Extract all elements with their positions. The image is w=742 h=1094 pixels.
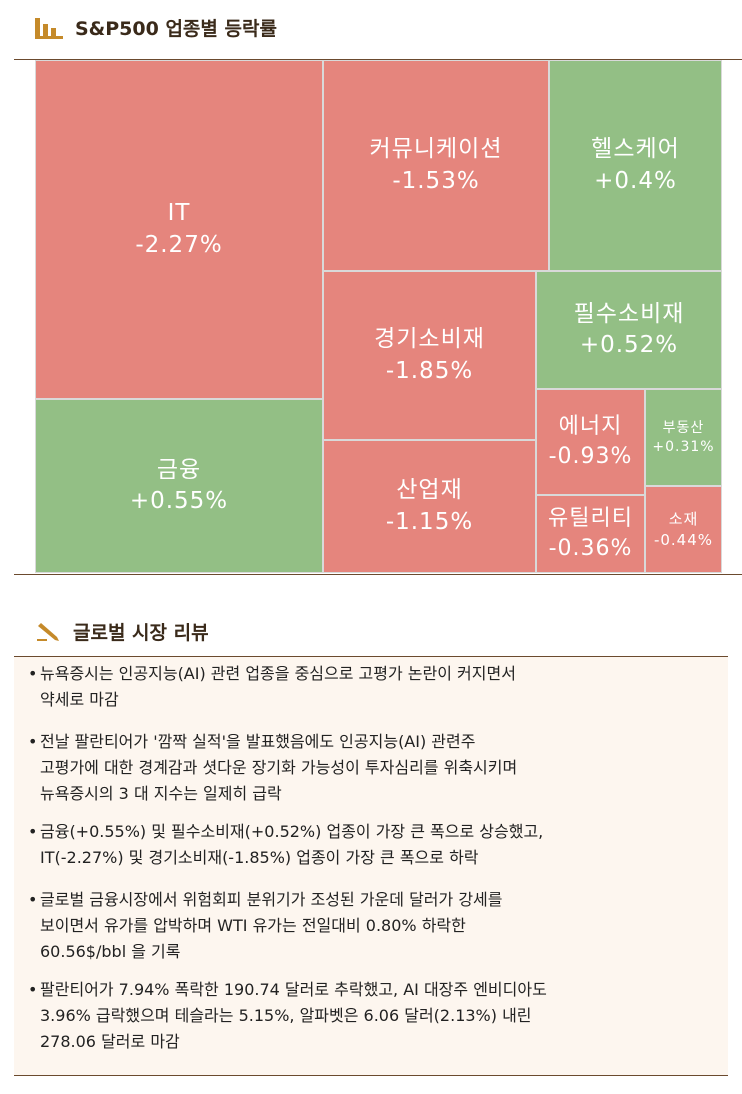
tile-label: 부동산 [662,419,705,436]
bullet-dot: • [28,732,38,751]
tile-value: +0.52% [579,332,679,358]
bullet-line: 뉴욕증시의 3 대 지수는 일제히 급락 [40,784,282,803]
tile: 헬스케어 +0.4% [549,60,722,271]
chart-title: S&P500 업종별 등락률 [75,18,277,40]
tile-value: +0.55% [129,488,229,514]
bullet-line: 보이면서 유가를 압박하며 WTI 유가는 전일대비 0.80% 하락한 [40,916,466,935]
bullet-line: 고평가에 대한 경계감과 셧다운 장기화 가능성이 투자심리를 위축시키며 [40,758,518,777]
tile-value: -0.36% [548,536,633,561]
review-title: 글로벌 시장 리뷰 [73,622,209,644]
tile-label: IT [167,200,191,227]
divider [14,574,742,575]
tile-label: 유틸리티 [548,506,633,532]
tile-label: 에너지 [558,414,623,440]
bullet-line: IT(-2.27%) 및 경기소비재(-1.85%) 업종이 가장 큰 폭으로 … [40,848,479,867]
chart-header: S&P500 업종별 등락률 [35,14,277,41]
bullet-line: 팔란티어가 7.94% 폭락한 190.74 달러로 추락했고, AI 대장주 … [40,980,547,999]
tile-label: 필수소비재 [573,300,685,327]
bullet-line: 278.06 달러로 마감 [40,1032,180,1051]
bullet-dot: • [28,980,38,999]
bullet-line: 전날 팔란티어가 '깜짝 실적'을 발표했음에도 인공지능(AI) 관련주 [40,732,476,751]
bullet: • 팔란티어가 7.94% 폭락한 190.74 달러로 추락했고, AI 대장주… [28,977,718,1055]
bullet: • 금융(+0.55%) 및 필수소비재(+0.52%) 업종이 가장 큰 폭으로… [28,819,718,871]
tile-value: -1.53% [392,167,480,194]
tile-label: 커뮤니케이션 [369,136,503,163]
treemap: IT -2.27% 금융 +0.55% 커뮤니케이션 -1.53% 헬스케어 +0.4% 경기소… [35,60,722,573]
review-header: 글로벌 시장 리뷰 [35,618,209,645]
tile: 커뮤니케이션 -1.53% [323,60,549,271]
tile-value: +0.31% [652,438,715,455]
bullet-line: 약세로 마감 [40,690,119,709]
bullet: • 뉴욕증시는 인공지능(AI) 관련 업종을 중심으로 고평가 논란이 커지면서… [28,661,718,713]
bullet-line: 글로벌 금융시장에서 위험회피 분위기가 조성된 가운데 달러가 강세를 [40,890,503,909]
tile: 산업재 -1.15% [323,440,536,573]
tile: 소재 -0.44% [645,486,722,573]
tile-label: 금융 [156,456,202,483]
tile: 경기소비재 -1.85% [323,271,536,440]
tile-label: 헬스케어 [591,136,680,163]
chart-icon [35,17,63,39]
tile-value: -2.27% [135,231,223,258]
tile: 금융 +0.55% [35,399,323,573]
bullet-dot: • [28,890,38,909]
review-box: • 뉴욕증시는 인공지능(AI) 관련 업종을 중심으로 고평가 논란이 커지면서… [14,656,728,1076]
bullet-line: 금융(+0.55%) 및 필수소비재(+0.52%) 업종이 가장 큰 폭으로 … [40,822,544,841]
tile-label: 소재 [668,510,699,529]
tile-value: -0.44% [653,530,714,549]
tile: IT -2.27% [35,60,323,399]
tile: 에너지 -0.93% [536,389,645,495]
tile-label: 경기소비재 [374,326,485,353]
tile-value: -1.85% [385,357,474,384]
bullet-line: 뉴욕증시는 인공지능(AI) 관련 업종을 중심으로 고평가 논란이 커지면서 [40,664,516,683]
tile-value: -1.15% [385,508,474,535]
pencil-icon [37,622,59,641]
tile-value: -0.93% [548,444,633,469]
tile: 필수소비재 +0.52% [536,271,722,389]
tile: 부동산 +0.31% [645,389,722,486]
bullet-dot: • [28,664,38,683]
bullet-line: 60.56$/bbl 을 기록 [40,942,181,961]
tile-value: +0.4% [594,167,677,194]
bullet-line: 3.96% 급락했으며 테슬라는 5.15%, 알파벳은 6.06 달러(2.1… [40,1006,532,1025]
bullet-dot: • [28,822,38,841]
divider [14,59,742,60]
tile: 유틸리티 -0.36% [536,495,645,573]
tile-label: 산업재 [396,477,463,504]
